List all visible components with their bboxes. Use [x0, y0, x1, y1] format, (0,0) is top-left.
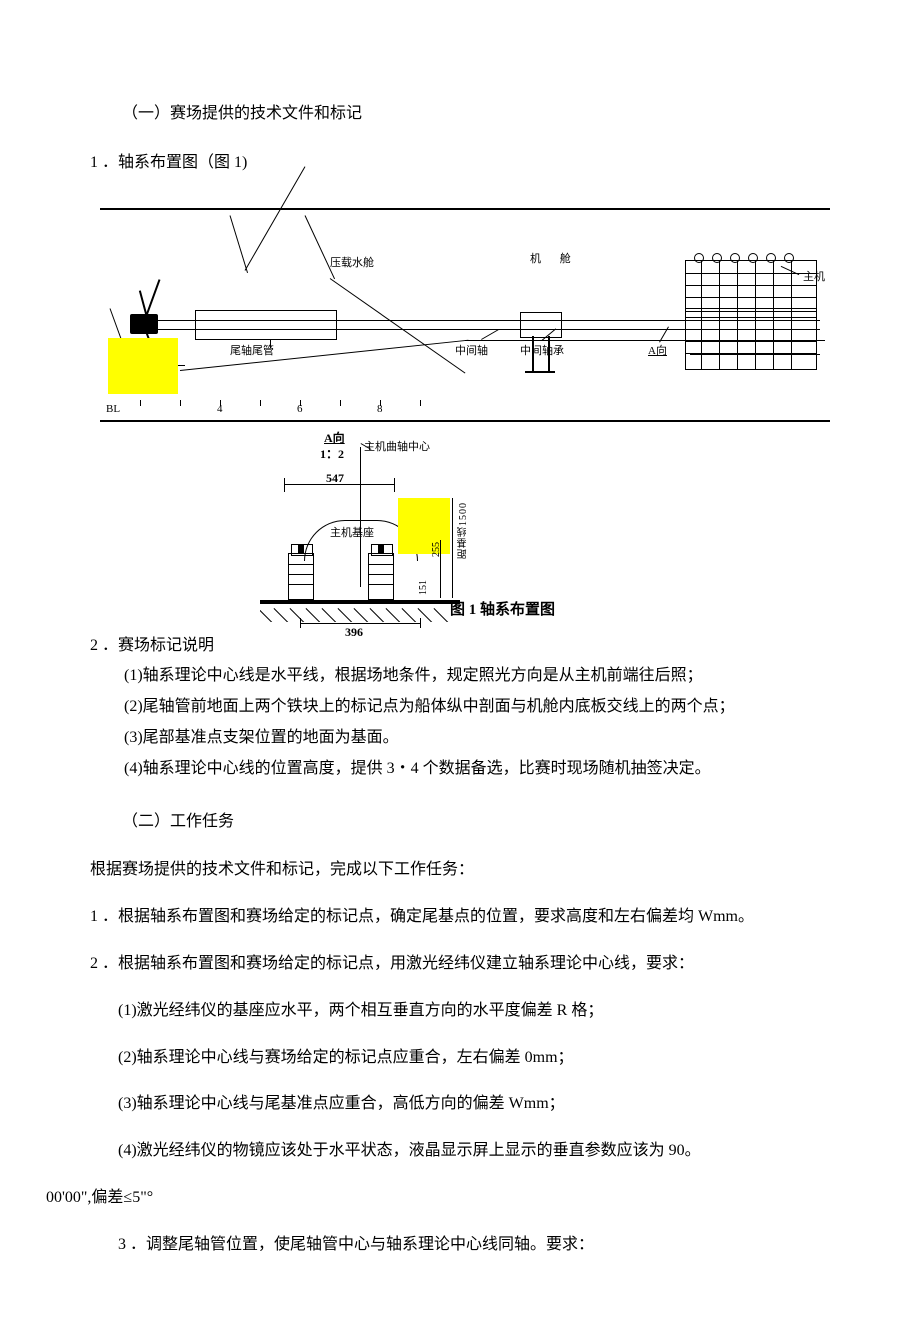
- label-stern-tube: 尾轴尾管: [230, 342, 274, 362]
- a-view-diagram: A向 1：2 主机曲轴中心 547 主机基座: [260, 432, 500, 622]
- task2-tail: 00'00",偏差≤5"°: [46, 1184, 830, 1213]
- task3: 3 ．调整尾轴管位置，使尾轴管中心与轴系理论中心线同轴。要求：: [118, 1231, 830, 1260]
- bolt-left: [288, 553, 314, 600]
- section3-heading: （二）工作任务: [90, 808, 830, 837]
- label-engine-room: 机 舱: [530, 250, 579, 270]
- a-view-ratio: 1：2: [320, 444, 344, 466]
- ruler-bl: BL: [106, 400, 120, 420]
- task2: 2 ．根据轴系布置图和赛场给定的标记点，用激光经纬仪建立轴系理论中心线，要求：: [90, 950, 830, 979]
- task1: 1 ．根据轴系布置图和赛场给定的标记点，确定尾基点的位置，要求高度和左右偏差均 …: [90, 903, 830, 932]
- ruler: BL 4 6 8: [100, 400, 470, 420]
- yellow-marker-left: [108, 338, 178, 394]
- section2-p4: (4)轴系理论中心线的位置高度，提供 3・4 个数据备选，比赛时现场随机抽签决定…: [124, 755, 830, 784]
- section2-p3: (3)尾部基准点支架位置的地面为基面。: [124, 724, 830, 753]
- crank-center-label: 主机曲轴中心: [364, 438, 430, 458]
- task2-4: (4)激光经纬仪的物镜应该处于水平状态，液晶显示屏上显示的垂直参数应该为 90。: [118, 1137, 830, 1166]
- task2-1: (1)激光经纬仪的基座应水平，两个相互垂直方向的水平度偏差 R 格；: [118, 997, 830, 1026]
- dim-255: 255: [428, 542, 446, 557]
- figure-1: 压载水舱 机 舱 尾轴尾管 中间轴 中间轴承 A: [90, 208, 830, 622]
- task2-2: (2)轴系理论中心线与赛场给定的标记点应重合，左右偏差 0mm；: [118, 1044, 830, 1073]
- section3-intro: 根据赛场提供的技术文件和标记，完成以下工作任务：: [90, 856, 830, 885]
- ruler-6: 6: [297, 400, 303, 420]
- label-a-direction: A向: [648, 342, 667, 362]
- label-mid-shaft: 中间轴: [455, 342, 488, 362]
- ruler-4: 4: [217, 400, 223, 420]
- shaft-layout-diagram: 压载水舱 机 舱 尾轴尾管 中间轴 中间轴承 A: [100, 208, 830, 422]
- dim-151: 151: [415, 580, 433, 595]
- dim-547: 547: [326, 468, 344, 490]
- stern-tube: [195, 310, 337, 340]
- section2-p2: (2)尾轴管前地面上两个铁块上的标记点为船体纵中剖面与机舱内底板交线上的两个点；: [124, 693, 830, 722]
- section2-title: 2 ．赛场标记说明: [90, 632, 830, 661]
- label-ballast: 压载水舱: [330, 254, 374, 274]
- bolt-right: [368, 553, 394, 600]
- intermediate-bearing: [520, 312, 562, 338]
- label-main-engine: 主机: [803, 268, 825, 288]
- engine-base-label: 主机基座: [330, 524, 374, 544]
- label-mid-bearing: 中间轴承: [520, 342, 564, 362]
- dim-396: 396: [345, 622, 363, 644]
- ruler-8: 8: [377, 400, 383, 420]
- dim-1500: 距基线1500: [455, 502, 473, 559]
- task2-3: (3)轴系理论中心线与尾基准点应重合，高低方向的偏差 Wmm；: [118, 1090, 830, 1119]
- section2-p1: (1)轴系理论中心线是水平线，根据场地条件，规定照光方向是从主机前端往后照；: [124, 662, 830, 691]
- section1-item1: 1 ．轴系布置图（图 1): [90, 149, 830, 178]
- section1-heading: （一）赛场提供的技术文件和标记: [90, 100, 830, 129]
- figure-caption: 图 1 轴系布置图: [450, 597, 555, 624]
